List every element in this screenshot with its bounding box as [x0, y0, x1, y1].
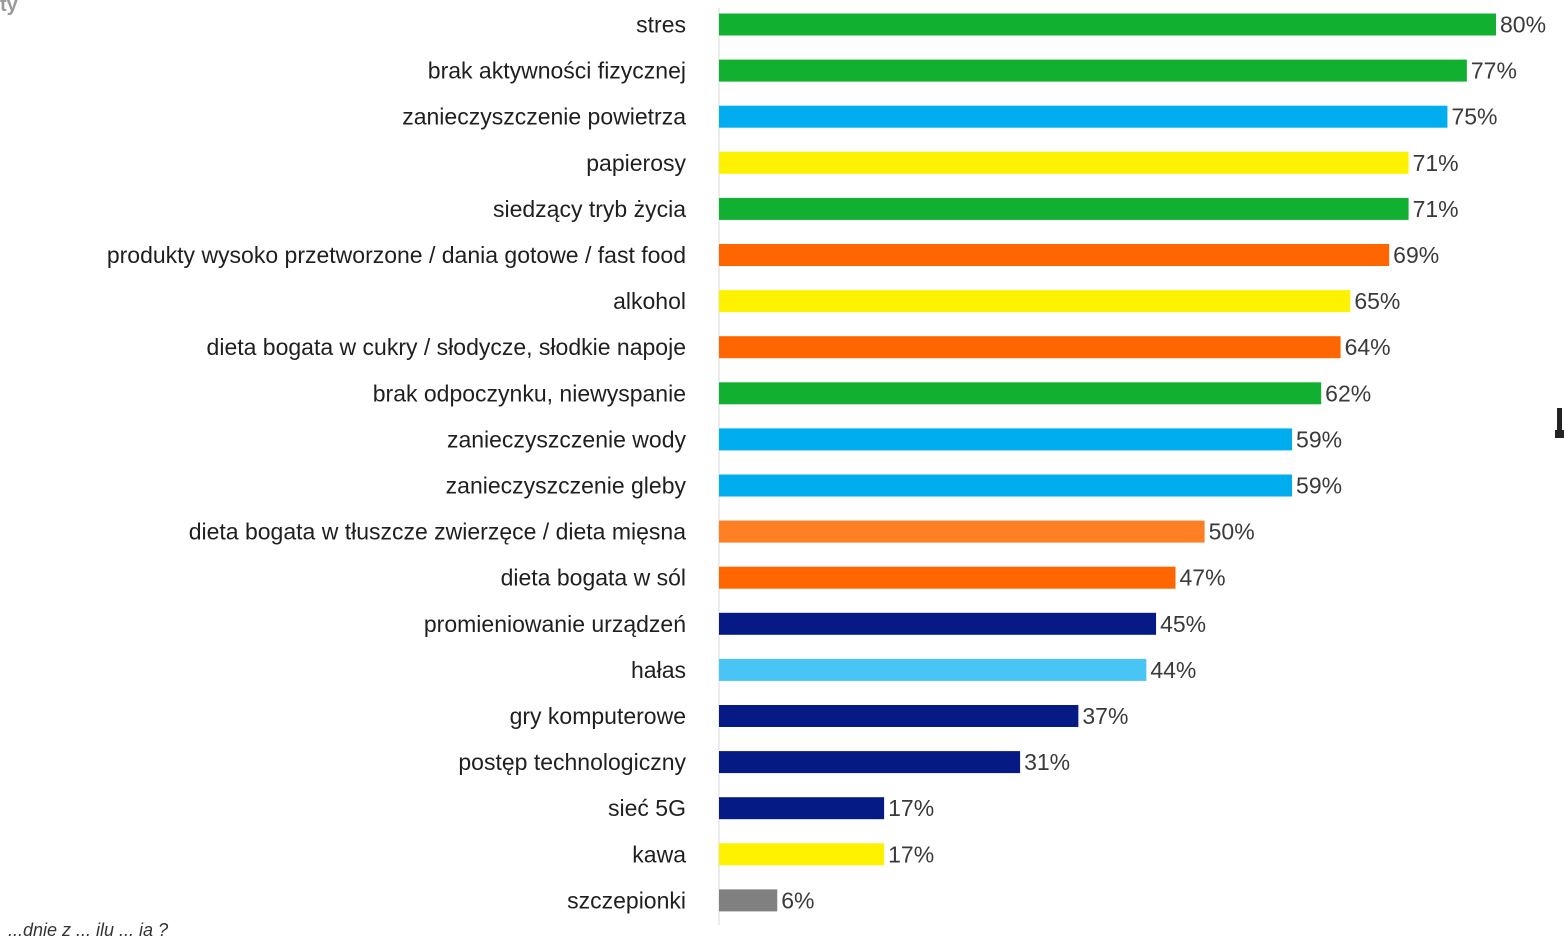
value-label: 17%	[888, 841, 934, 867]
bar	[719, 797, 885, 820]
bar	[719, 520, 1205, 543]
bar	[719, 13, 1496, 36]
cropped-footnote-fragment: ...dnie z ... ilu ... ia ?	[8, 920, 169, 940]
value-label: 50%	[1209, 519, 1255, 545]
bar	[719, 658, 1147, 681]
category-label: alkohol	[613, 288, 686, 314]
bar	[719, 566, 1176, 589]
category-label: dieta bogata w sól	[501, 565, 686, 591]
category-label: hałas	[631, 657, 686, 683]
bar	[719, 336, 1341, 359]
value-label: 59%	[1296, 473, 1342, 499]
category-label: kawa	[632, 841, 686, 867]
category-label: zanieczyszczenie wody	[447, 426, 687, 452]
bar	[719, 382, 1322, 405]
value-label: 71%	[1413, 150, 1459, 176]
category-label: dieta bogata w tłuszcze zwierzęce / diet…	[189, 519, 687, 545]
cropped-heading-fragment: ty	[0, 0, 18, 16]
bar	[719, 612, 1157, 635]
category-label: dieta bogata w cukry / słodycze, słodkie…	[207, 334, 686, 360]
bar	[719, 428, 1293, 451]
category-label: zanieczyszczenie gleby	[446, 473, 687, 499]
bar	[719, 751, 1021, 774]
value-label: 6%	[781, 887, 814, 913]
value-label: 45%	[1160, 611, 1206, 637]
bar	[719, 889, 778, 912]
bar	[719, 705, 1079, 727]
value-label: 47%	[1179, 565, 1225, 591]
bar	[719, 290, 1351, 313]
category-label: sieć 5G	[608, 795, 686, 821]
bar	[719, 105, 1448, 128]
value-label: 59%	[1296, 426, 1342, 452]
bar	[719, 474, 1293, 497]
category-label: zanieczyszczenie powietrza	[402, 104, 686, 130]
category-label: produkty wysoko przetworzone / dania got…	[107, 242, 686, 268]
value-label: 17%	[888, 795, 934, 821]
value-label: 31%	[1024, 749, 1070, 775]
bar	[719, 244, 1390, 266]
category-label: promieniowanie urządzeń	[424, 611, 686, 637]
bar	[719, 843, 885, 866]
bar	[719, 197, 1409, 220]
value-label: 37%	[1082, 703, 1128, 729]
category-label: stres	[636, 12, 686, 38]
category-label: szczepionki	[567, 887, 686, 913]
value-label: 80%	[1500, 12, 1546, 38]
value-label: 71%	[1413, 196, 1459, 222]
category-label: brak aktywności fizycznej	[428, 58, 686, 84]
category-label: gry komputerowe	[510, 703, 686, 729]
value-label: 69%	[1393, 242, 1439, 268]
value-label: 77%	[1471, 58, 1517, 84]
category-label: brak odpoczynku, niewyspanie	[373, 380, 686, 406]
category-label: papierosy	[586, 150, 686, 176]
value-label: 65%	[1354, 288, 1400, 314]
value-label: 44%	[1150, 657, 1196, 683]
category-label: siedzący tryb życia	[493, 196, 686, 222]
value-label: 62%	[1325, 380, 1371, 406]
category-label: postęp technologiczny	[458, 749, 686, 775]
cropped-glyph-fragment	[1555, 408, 1564, 438]
bar	[719, 59, 1467, 82]
value-label: 64%	[1345, 334, 1391, 360]
bars-group: stres 80% brak aktywności fizycznej 77% zani…	[107, 12, 1546, 914]
bar	[719, 151, 1409, 174]
value-label: 75%	[1451, 104, 1497, 130]
